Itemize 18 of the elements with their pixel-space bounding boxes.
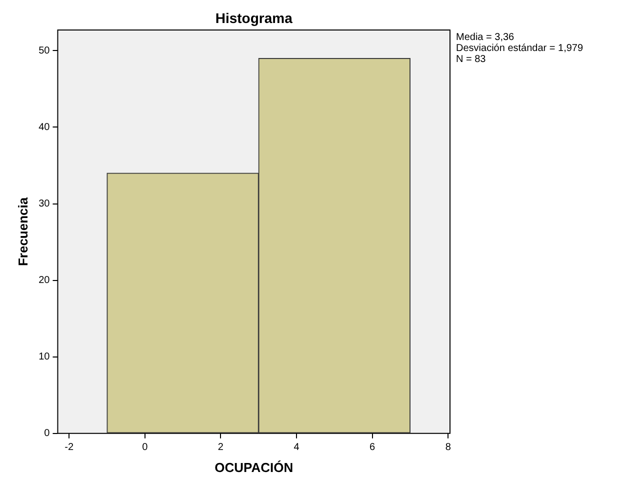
x-tick-label: 6 [370,442,376,454]
y-tick-label: 40 [38,122,50,133]
text: Desviación estándar = 1,979 [456,42,584,54]
chart-title: Histograma [215,10,293,26]
text: N = 83 [456,54,486,65]
x-tick-label: 4 [294,442,300,454]
y-tick-label: 20 [38,275,50,286]
y-tick-label: 0 [44,428,50,440]
x-tick-label: 0 [142,442,148,454]
x-tick-label: 8 [445,442,452,454]
y-tick-label: 30 [38,198,50,210]
y-axis-title: Frecuencia [15,196,30,266]
x-tick-label: -2 [64,442,74,454]
x-tick-label: 2 [218,442,224,454]
text: Media = 3,36 [456,32,515,43]
y-tick-label: 10 [38,352,50,363]
x-axis-title: OCUPACIÓN [214,460,294,475]
y-tick-label: 50 [38,45,50,56]
